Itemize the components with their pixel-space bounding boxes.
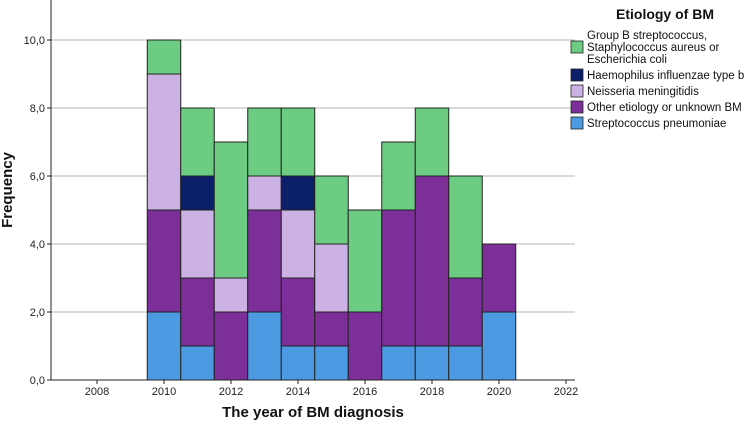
bar-segment: [180, 209, 215, 279]
bar-segment: [347, 311, 383, 381]
legend-label-group-b: Group B streptococcus, Staphylococcus au…: [587, 30, 723, 66]
legend-swatch-other: [570, 100, 584, 114]
x-tick-label: 2016: [353, 386, 377, 398]
bar-segment: [180, 175, 215, 211]
y-tick-label: 4,0: [30, 239, 45, 251]
bar-segment: [213, 311, 249, 381]
bar-segment: [146, 39, 182, 75]
legend-swatch-group-b: [570, 40, 584, 54]
y-tick-label: 0,0: [30, 375, 45, 387]
bar-segment: [247, 209, 282, 313]
bar-segment: [481, 243, 517, 313]
x-tick-labels: 2008 2010 2012 2014 2016 2018 2020 2022: [85, 380, 578, 398]
bar-segment: [180, 277, 215, 347]
x-tick-label: 2014: [286, 386, 310, 398]
bar-segment: [414, 107, 450, 177]
bar-segment: [146, 73, 182, 211]
bar-segment: [414, 345, 450, 381]
legend: Etiology of BM Group B streptococcus, St…: [570, 6, 744, 130]
bar-segment: [280, 277, 316, 347]
x-tick-label: 2020: [487, 386, 511, 398]
bar-segment: [448, 175, 483, 279]
x-tick-label: 2022: [554, 386, 578, 398]
legend-label-hib: Haemophilus influenzae type b: [587, 70, 744, 82]
bar-segment: [280, 175, 316, 211]
y-tick-labels: 0,0 2,0 4,0 6,0 8,0 10,0: [24, 35, 51, 387]
legend-label-neisseria: Neisseria meningitidis: [587, 86, 699, 98]
bar-segment: [314, 175, 349, 245]
bar-segment: [180, 345, 215, 381]
bar-segment: [448, 345, 483, 381]
bar-segment: [314, 345, 349, 381]
y-tick-label: 10,0: [24, 35, 45, 47]
legend-label-pneumoniae: Streptococcus pneumoniae: [587, 118, 726, 130]
bar-segment: [314, 243, 349, 313]
x-tick-label: 2010: [152, 386, 176, 398]
bar-segment: [213, 141, 249, 279]
x-axis-title: The year of BM diagnosis: [222, 404, 404, 421]
x-tick-label: 2008: [85, 386, 109, 398]
legend-title: Etiology of BM: [616, 6, 714, 22]
y-tick-label: 8,0: [30, 103, 45, 115]
bar-segment: [247, 311, 282, 381]
legend-label-other: Other etiology or unknown BM: [587, 102, 742, 114]
bar-segment: [280, 107, 316, 177]
y-tick-label: 2,0: [30, 307, 45, 319]
bar-segment: [481, 311, 517, 381]
bar-segment: [146, 209, 182, 313]
bar-segment: [347, 209, 383, 313]
bar-segment: [213, 277, 249, 313]
bar-segment: [180, 107, 215, 177]
bar-segment: [448, 277, 483, 347]
bar-segment: [381, 141, 416, 211]
y-tick-label: 6,0: [30, 171, 45, 183]
legend-swatch-neisseria: [570, 84, 584, 98]
legend-swatch-pneumoniae: [570, 116, 584, 130]
legend-swatch-hib: [570, 68, 584, 82]
axes: [50, 0, 575, 381]
y-axis-title: Frequency: [0, 151, 16, 228]
bars: [146, 39, 517, 381]
bar-segment: [247, 107, 282, 177]
bar-segment: [414, 175, 450, 347]
bar-segment: [280, 345, 316, 381]
bar-segment: [381, 209, 416, 347]
bar-segment: [381, 345, 416, 381]
bar-segment: [314, 311, 349, 347]
x-tick-label: 2012: [219, 386, 243, 398]
bar-segment: [146, 311, 182, 381]
x-tick-label: 2018: [420, 386, 444, 398]
bar-segment: [247, 175, 282, 211]
bar-segment: [280, 209, 316, 279]
